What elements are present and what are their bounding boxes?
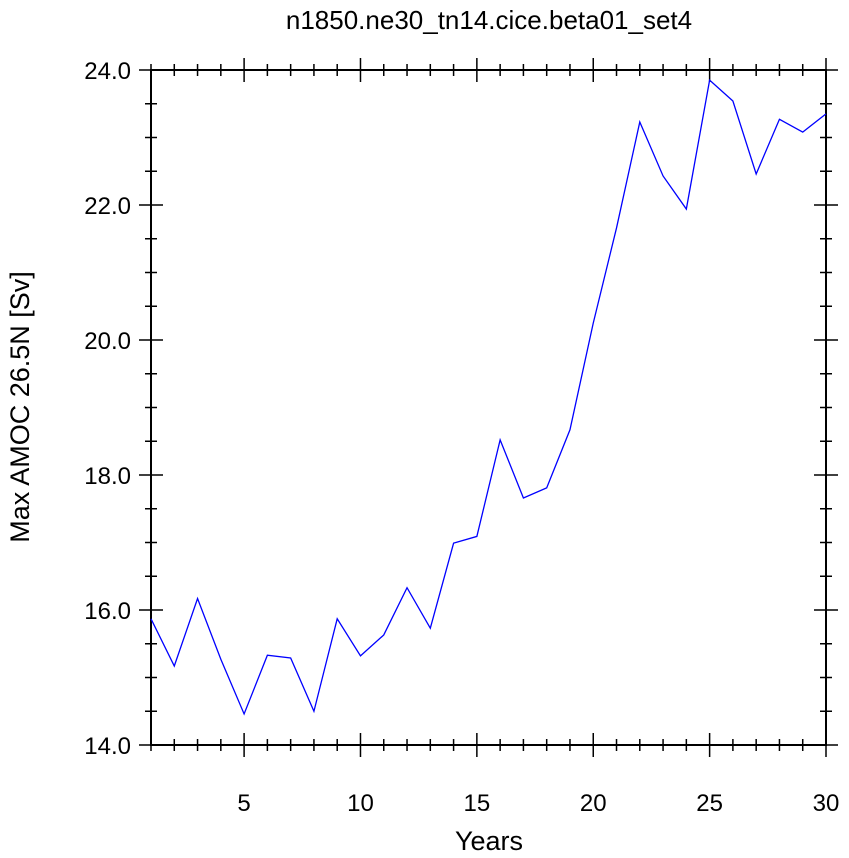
x-tick-label: 30	[813, 790, 840, 817]
y-tick-label: 22.0	[84, 193, 131, 220]
y-tick-label: 14.0	[84, 733, 131, 760]
y-axis-label: Max AMOC 26.5N [Sv]	[5, 271, 35, 543]
y-tick-label: 18.0	[84, 463, 131, 490]
y-tick-label: 24.0	[84, 58, 131, 85]
x-tick-labels: 5 10 15 20 25 30	[237, 790, 839, 817]
y-tick-label: 16.0	[84, 598, 131, 625]
x-tick-label: 5	[237, 790, 250, 817]
series-line	[150, 78, 827, 716]
axis-ticks	[139, 58, 838, 757]
plot-frame	[150, 69, 827, 746]
x-tick-label: 15	[464, 790, 491, 817]
y-tick-labels: 14.0 16.0 18.0 20.0 22.0 24.0	[84, 58, 131, 760]
x-tick-label: 25	[696, 790, 723, 817]
chart-title: n1850.ne30_tn14.cice.beta01_set4	[286, 5, 692, 35]
x-axis-label: Years	[455, 826, 523, 856]
x-tick-label: 10	[347, 790, 374, 817]
y-tick-label: 20.0	[84, 328, 131, 355]
x-tick-label: 20	[580, 790, 607, 817]
